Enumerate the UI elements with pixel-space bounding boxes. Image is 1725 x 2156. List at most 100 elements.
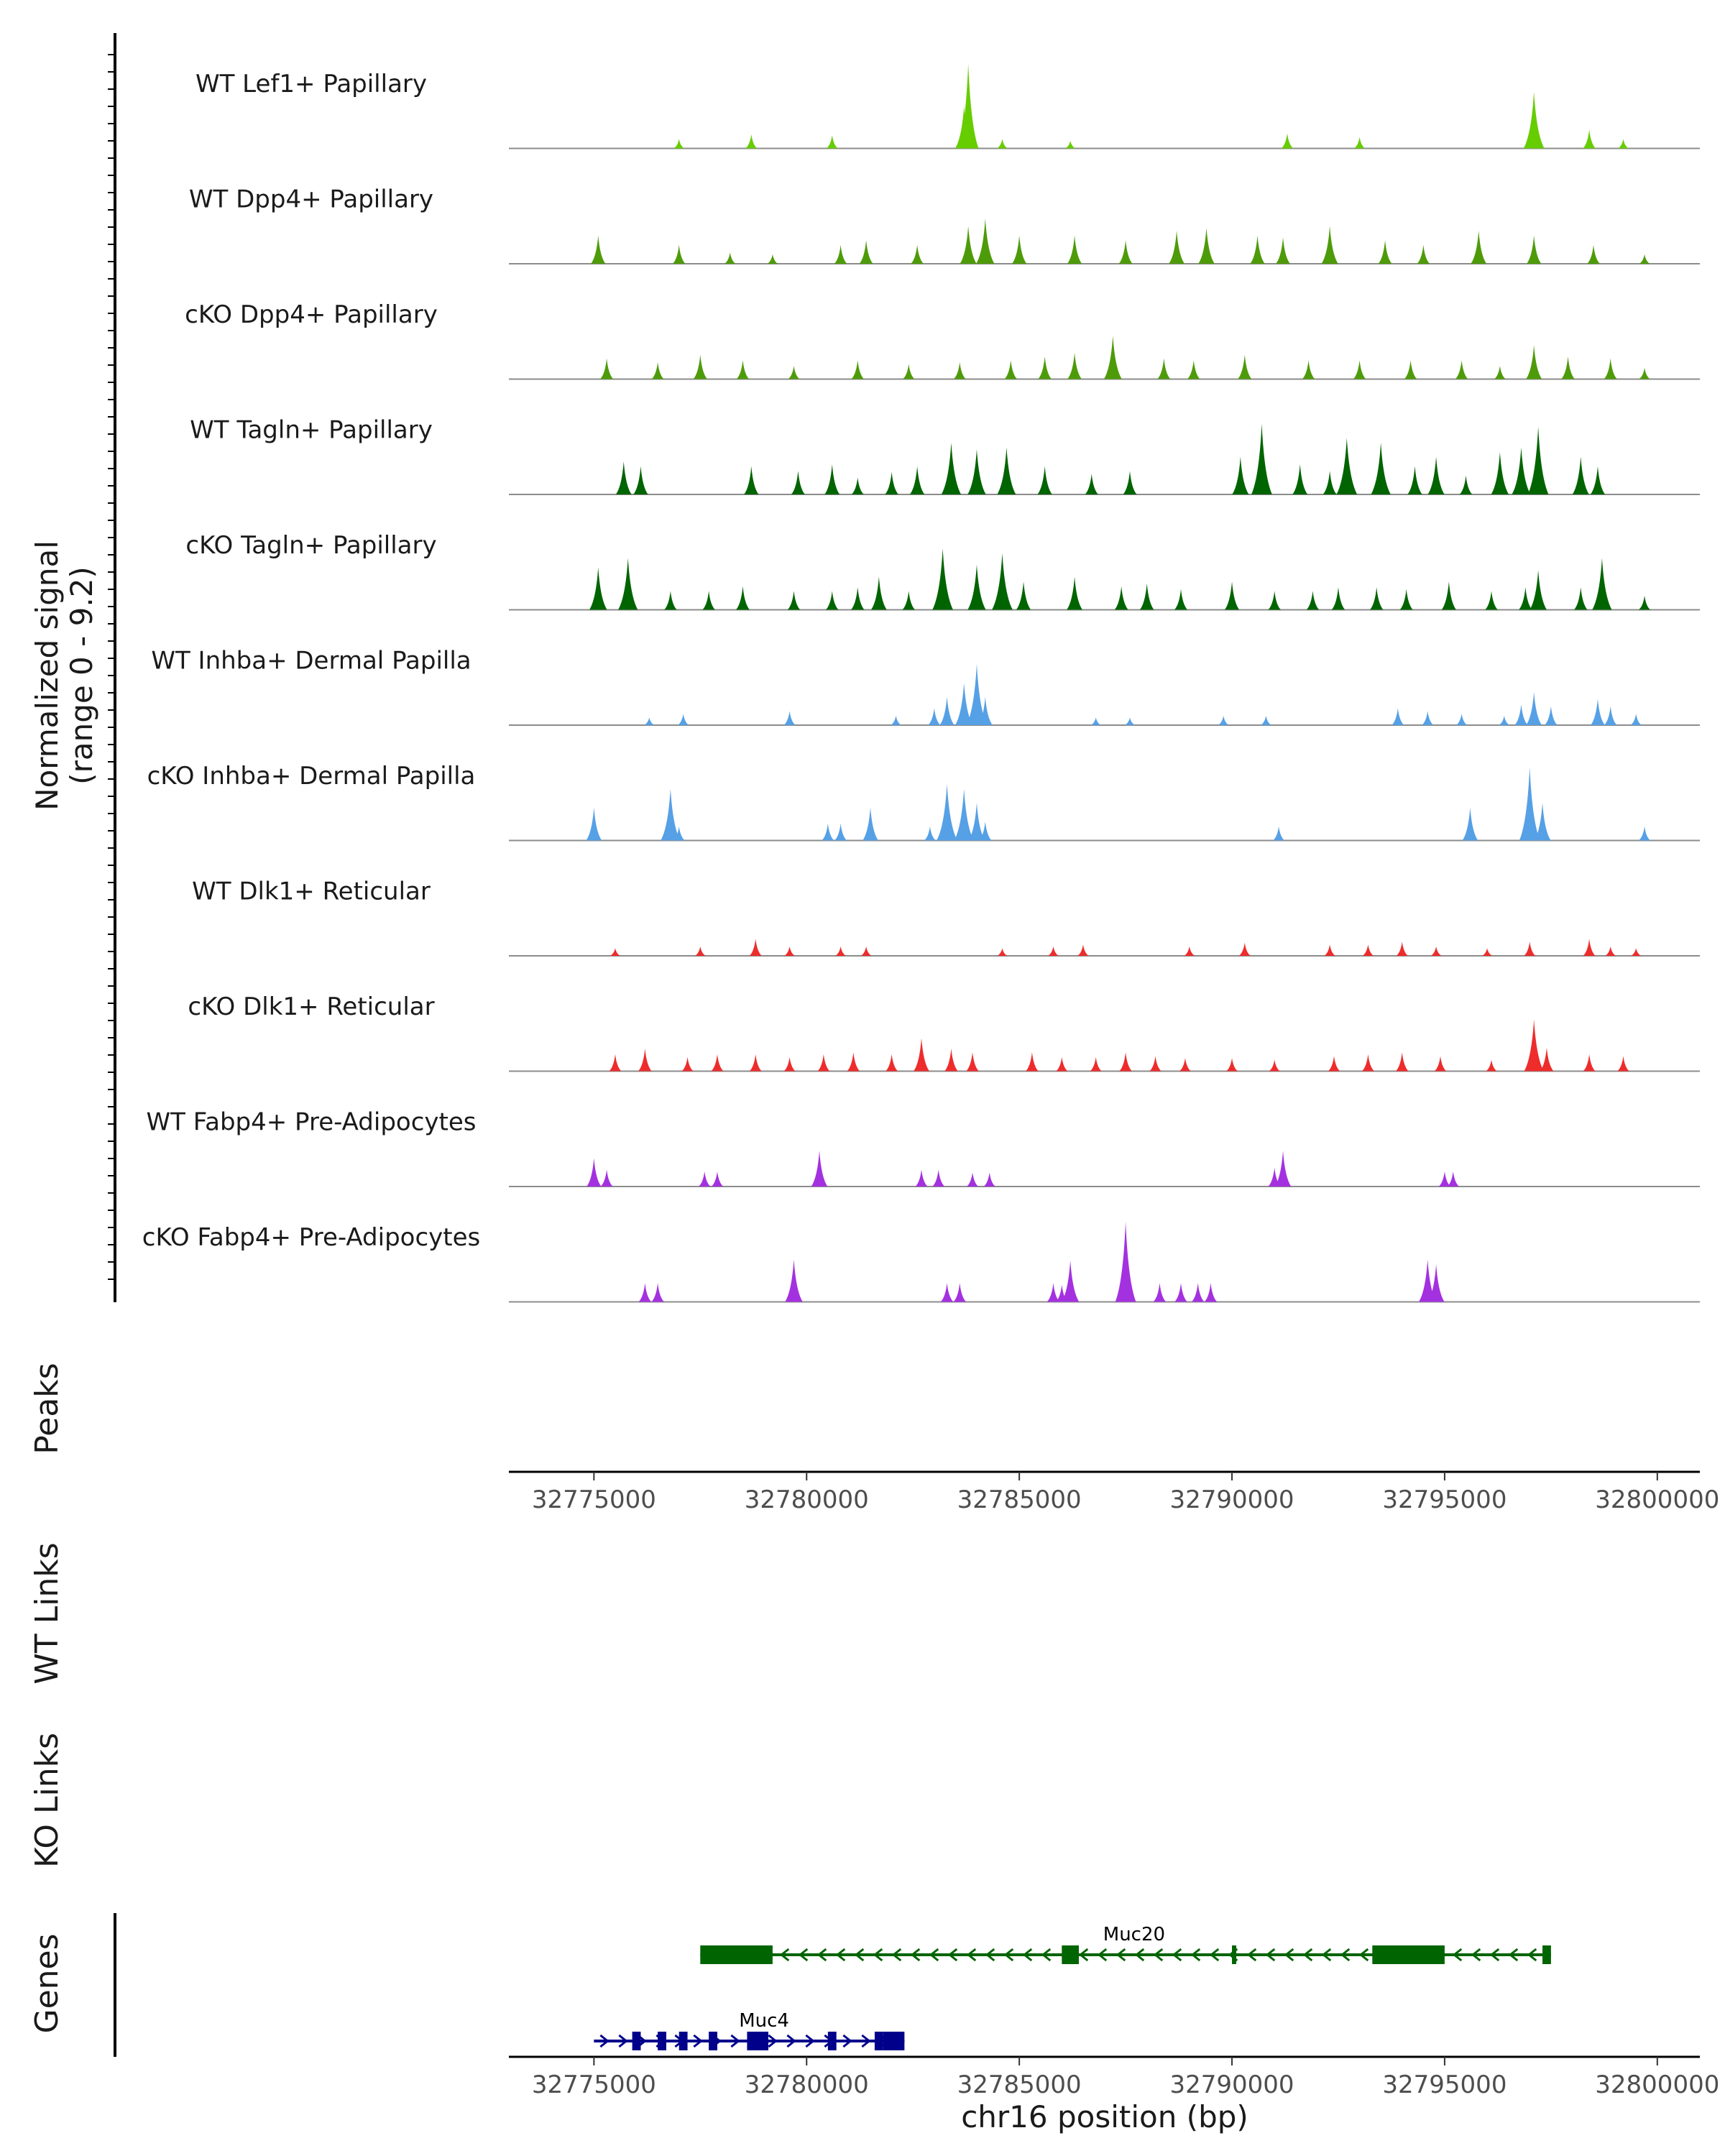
- signal-peak: [589, 567, 607, 610]
- signal-peak: [1430, 946, 1442, 956]
- strand-chevron: [1190, 1948, 1201, 1962]
- signal-peak: [966, 1052, 979, 1072]
- signal-peak: [968, 803, 985, 841]
- signal-peak: [1583, 129, 1596, 149]
- signal-peak: [1191, 1283, 1205, 1302]
- signal-peak: [1276, 237, 1290, 264]
- signal-peak: [651, 361, 664, 379]
- gene-exon: [700, 1945, 773, 1964]
- signal-peak: [967, 564, 986, 610]
- signal-peak: [1067, 352, 1082, 379]
- signal-peak: [767, 254, 778, 264]
- signal-peak: [1524, 941, 1536, 956]
- strand-chevron: [873, 1948, 883, 1962]
- signal-peak: [992, 553, 1013, 610]
- signal-peak: [1523, 91, 1545, 149]
- signal-peak: [1362, 944, 1374, 956]
- signal-peak: [954, 106, 973, 149]
- signal-peak: [822, 823, 834, 841]
- signal-peak: [1455, 360, 1468, 379]
- signal-peak: [638, 1049, 652, 1072]
- strand-chevron: [1358, 1948, 1369, 1962]
- signal-peak: [939, 696, 954, 725]
- strand-chevron: [1284, 1948, 1294, 1962]
- signal-peak: [1369, 587, 1384, 610]
- signal-peak: [1260, 715, 1271, 725]
- signal-peak: [941, 442, 962, 494]
- x-tick-label: 32795000: [1382, 2070, 1506, 2099]
- gene-exon: [1542, 1945, 1551, 1964]
- signal-peak: [826, 135, 838, 149]
- signal-peak: [1119, 1052, 1132, 1072]
- signal-peak: [651, 1283, 664, 1302]
- strand-chevron: [854, 1948, 865, 1962]
- signal-peak: [885, 471, 898, 494]
- signal-peak: [1534, 803, 1551, 841]
- signal-peak: [1090, 1056, 1102, 1072]
- strand-chevron: [768, 2034, 778, 2048]
- signal-peak: [966, 663, 988, 725]
- gene-exon: [883, 2032, 905, 2050]
- signal-peak: [1441, 581, 1457, 610]
- signal-peak: [615, 461, 632, 494]
- track-label: cKO Fabp4+ Pre-Adipocytes: [142, 1223, 481, 1252]
- signal-peak: [749, 939, 762, 956]
- strand-chevron: [842, 2034, 852, 2048]
- signal-peak: [834, 823, 847, 841]
- x-tick-label: 32775000: [532, 2070, 656, 2099]
- strand-chevron: [1340, 1948, 1351, 1962]
- signal-peak: [1455, 714, 1468, 725]
- strand-chevron: [1321, 1948, 1332, 1962]
- signal-peak: [1061, 1260, 1080, 1302]
- signal-peak: [745, 134, 758, 149]
- signal-peak: [960, 226, 977, 264]
- strand-chevron: [1527, 1948, 1537, 1962]
- coverage-track: WT Dpp4+ Papillary: [189, 185, 1700, 264]
- signal-peak: [638, 1283, 652, 1302]
- strand-chevron: [693, 2034, 703, 2048]
- signal-peak: [1527, 426, 1549, 494]
- signal-peak: [1459, 475, 1473, 494]
- signal-peak: [600, 1169, 613, 1187]
- strand-chevron: [798, 1948, 809, 1962]
- signal-peak: [1573, 587, 1588, 610]
- signal-peak: [1353, 137, 1366, 149]
- signal-peak: [1583, 939, 1596, 956]
- signal-peak: [1204, 1283, 1218, 1302]
- signal-peak: [1157, 358, 1171, 379]
- gene-exon: [678, 2032, 688, 2050]
- x-axis-title: chr16 position (bp): [961, 2099, 1248, 2134]
- signal-peak: [1251, 423, 1272, 494]
- strand-chevron: [1265, 1948, 1276, 1962]
- gene-model: Muc4: [594, 2010, 905, 2050]
- signal-peak: [860, 946, 872, 956]
- signal-peak: [997, 447, 1016, 494]
- signal-peak: [1486, 1059, 1497, 1072]
- signal-peak: [1016, 581, 1031, 610]
- signal-peak: [870, 576, 887, 610]
- signal-peak: [997, 139, 1008, 149]
- strand-chevron: [1022, 1948, 1033, 1962]
- signal-peak: [1085, 474, 1098, 494]
- signal-peak: [824, 464, 840, 494]
- signal-peak: [1232, 456, 1249, 494]
- signal-peak: [1604, 358, 1617, 379]
- signal-peak: [1268, 591, 1282, 610]
- strand-chevron: [1489, 1948, 1500, 1962]
- gene-name-label: Muc20: [1103, 1924, 1165, 1945]
- signal-peak: [1238, 942, 1251, 956]
- signal-peak: [1519, 767, 1540, 841]
- signal-peak: [1591, 699, 1605, 725]
- signal-peak: [1004, 360, 1018, 379]
- y-axis-title: Normalized signal: [29, 540, 65, 811]
- signal-peak: [851, 360, 865, 379]
- signal-peak: [1438, 1171, 1451, 1187]
- signal-peak: [1583, 1054, 1596, 1072]
- signal-peak: [702, 591, 715, 610]
- signal-peak: [932, 548, 954, 610]
- signal-peak: [1524, 1019, 1544, 1072]
- signal-peak: [618, 558, 638, 610]
- signal-peak: [1396, 941, 1408, 956]
- gene-exon: [747, 2032, 768, 2050]
